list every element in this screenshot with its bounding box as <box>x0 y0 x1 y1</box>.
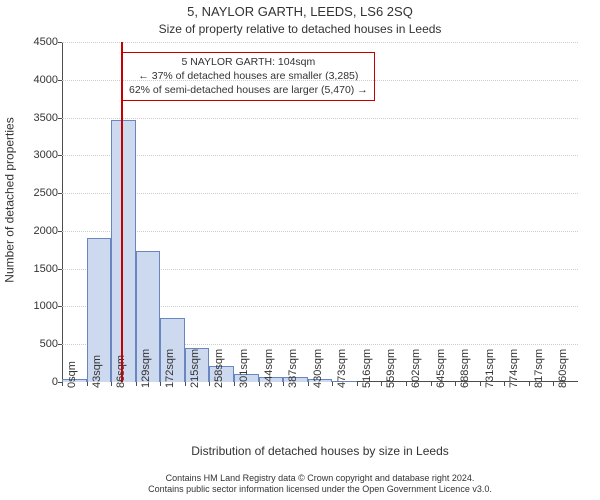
x-tick-label: 43sqm <box>91 355 103 388</box>
y-tick-mark <box>58 42 62 43</box>
x-tick-mark <box>529 382 530 386</box>
property-annotation: 5 NAYLOR GARTH: 104sqm ← 37% of detached… <box>122 52 375 101</box>
annotation-line1: 5 NAYLOR GARTH: 104sqm <box>129 55 368 69</box>
y-tick-label: 1000 <box>8 300 58 312</box>
x-tick-label: 602sqm <box>410 349 422 388</box>
y-tick-mark <box>58 118 62 119</box>
y-tick-label: 2000 <box>8 225 58 237</box>
x-tick-mark <box>234 382 235 386</box>
x-tick-label: 817sqm <box>533 349 545 388</box>
chart-subtitle: Size of property relative to detached ho… <box>0 22 600 36</box>
y-axis-label: Number of detached properties <box>3 117 17 282</box>
x-tick-label: 0sqm <box>66 361 78 388</box>
x-axis-label: Distribution of detached houses by size … <box>62 444 578 458</box>
histogram-bar <box>111 120 136 382</box>
x-tick-mark <box>111 382 112 386</box>
x-tick-label: 301sqm <box>238 349 250 388</box>
grid-line <box>62 118 578 119</box>
grid-line <box>62 42 578 43</box>
x-tick-label: 387sqm <box>287 349 299 388</box>
y-tick-mark <box>58 193 62 194</box>
x-tick-mark <box>259 382 260 386</box>
x-tick-label: 129sqm <box>140 349 152 388</box>
y-tick-label: 1500 <box>8 263 58 275</box>
x-tick-mark <box>455 382 456 386</box>
property-marker-line <box>121 42 123 382</box>
y-tick-mark <box>58 306 62 307</box>
x-tick-mark <box>185 382 186 386</box>
y-axis-line <box>62 42 63 382</box>
x-tick-label: 473sqm <box>336 349 348 388</box>
x-tick-label: 774sqm <box>508 349 520 388</box>
x-tick-mark <box>209 382 210 386</box>
grid-line <box>62 193 578 194</box>
x-tick-label: 559sqm <box>385 349 397 388</box>
chart-container: 5, NAYLOR GARTH, LEEDS, LS6 2SQ Size of … <box>0 0 600 500</box>
y-tick-label: 0 <box>8 376 58 388</box>
x-tick-label: 731sqm <box>484 349 496 388</box>
x-tick-mark <box>406 382 407 386</box>
y-tick-mark <box>58 344 62 345</box>
x-tick-label: 688sqm <box>459 349 471 388</box>
x-tick-label: 516sqm <box>361 349 373 388</box>
attribution-line2: Contains public sector information licen… <box>62 484 578 496</box>
x-tick-mark <box>308 382 309 386</box>
plot-area: 5 NAYLOR GARTH: 104sqm ← 37% of detached… <box>62 42 578 382</box>
x-tick-label: 860sqm <box>557 349 569 388</box>
x-tick-label: 215sqm <box>189 349 201 388</box>
y-tick-mark <box>58 231 62 232</box>
x-tick-mark <box>283 382 284 386</box>
grid-line <box>62 80 578 81</box>
y-tick-label: 3000 <box>8 149 58 161</box>
x-tick-mark <box>480 382 481 386</box>
attribution-line1: Contains HM Land Registry data © Crown c… <box>62 473 578 485</box>
x-tick-label: 258sqm <box>213 349 225 388</box>
y-tick-label: 4500 <box>8 36 58 48</box>
x-tick-label: 430sqm <box>312 349 324 388</box>
x-tick-mark <box>431 382 432 386</box>
x-tick-mark <box>357 382 358 386</box>
x-tick-mark <box>504 382 505 386</box>
x-tick-label: 172sqm <box>164 349 176 388</box>
x-tick-mark <box>62 382 63 386</box>
x-tick-mark <box>381 382 382 386</box>
chart-title: 5, NAYLOR GARTH, LEEDS, LS6 2SQ <box>0 4 600 19</box>
x-tick-mark <box>87 382 88 386</box>
x-tick-mark <box>553 382 554 386</box>
x-tick-mark <box>160 382 161 386</box>
annotation-line2: ← 37% of detached houses are smaller (3,… <box>129 69 368 83</box>
x-tick-mark <box>332 382 333 386</box>
annotation-line3: 62% of semi-detached houses are larger (… <box>129 83 368 97</box>
grid-line <box>62 155 578 156</box>
y-tick-mark <box>58 155 62 156</box>
y-tick-label: 500 <box>8 338 58 350</box>
attribution: Contains HM Land Registry data © Crown c… <box>62 473 578 496</box>
x-tick-mark <box>136 382 137 386</box>
grid-line <box>62 231 578 232</box>
y-tick-mark <box>58 269 62 270</box>
y-tick-label: 2500 <box>8 187 58 199</box>
x-tick-label: 645sqm <box>435 349 447 388</box>
y-tick-label: 3500 <box>8 112 58 124</box>
y-tick-mark <box>58 80 62 81</box>
y-tick-label: 4000 <box>8 74 58 86</box>
x-tick-label: 344sqm <box>263 349 275 388</box>
